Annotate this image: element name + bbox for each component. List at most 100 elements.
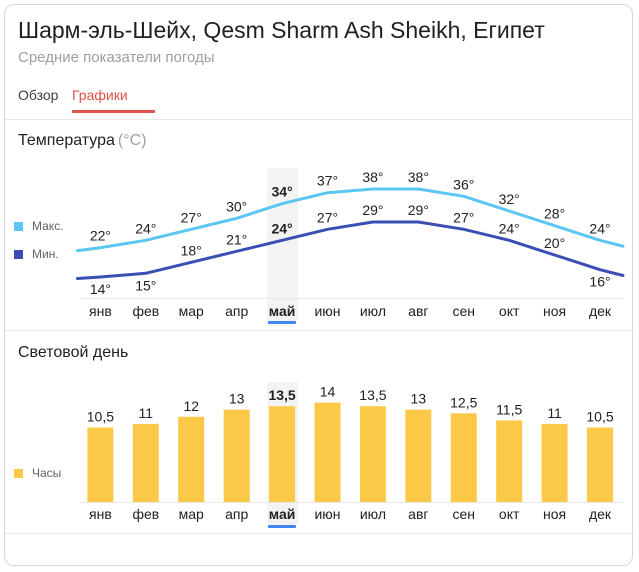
value-label: 27° — [317, 209, 338, 225]
value-label: 34° — [271, 184, 292, 200]
temperature-title-text: Температура — [18, 132, 115, 149]
month-label[interactable]: июл — [359, 506, 386, 522]
daylight-bar — [178, 416, 205, 502]
month-label[interactable]: окт — [498, 303, 520, 319]
value-label: 14° — [90, 281, 111, 297]
daylight-bar — [269, 406, 296, 502]
temperature-section-title: Температура (°C) — [18, 132, 147, 150]
value-label: 29° — [362, 202, 383, 218]
legend-min: Мин. — [14, 247, 59, 261]
value-label: 11 — [547, 405, 562, 421]
value-label: 15° — [135, 277, 156, 293]
legend-max: Макс. — [14, 219, 64, 233]
value-label: 27° — [453, 209, 474, 225]
page-title: Шарм-эль-Шейх, Qesm Sharm Ash Sheikh, Ег… — [18, 17, 545, 43]
value-label: 37° — [317, 173, 338, 189]
min-series-swatch — [14, 249, 23, 259]
daylight-bar — [496, 420, 523, 502]
month-label[interactable]: фев — [132, 303, 160, 319]
min-temperature-line — [76, 220, 625, 280]
month-label[interactable]: сен — [452, 506, 476, 522]
section-divider — [5, 330, 634, 331]
daylight-bar — [87, 427, 114, 502]
month-label[interactable]: мар — [178, 303, 204, 319]
value-label: 13,5 — [268, 387, 295, 403]
daylight-bar — [359, 406, 386, 502]
hours-series-swatch — [14, 468, 23, 478]
month-label[interactable]: мар — [178, 506, 204, 522]
selected-month-indicator-daylight — [268, 525, 297, 528]
value-label: 27° — [181, 209, 202, 225]
temperature-chart: 22° 24° 27° 30° 34° 37° 38° 38° 36° 32° 28° 24° 14° 1… — [76, 169, 625, 299]
month-label[interactable]: май — [268, 303, 296, 319]
daylight-title-text: Световой день — [18, 344, 129, 361]
month-label[interactable]: авг — [408, 506, 429, 522]
value-label: 38° — [362, 169, 383, 185]
daylight-bar — [541, 423, 568, 502]
daylight-bar — [587, 427, 613, 502]
value-label: 18° — [181, 242, 202, 258]
month-label[interactable]: дек — [588, 303, 612, 319]
value-label: 14 — [320, 384, 336, 400]
value-label: 21° — [226, 231, 247, 247]
tab-overview[interactable]: Обзор — [18, 87, 59, 103]
max-legend-label: Макс. — [32, 219, 64, 233]
value-label: 36° — [453, 176, 474, 192]
value-label: 24° — [135, 220, 156, 236]
value-label: 10,5 — [87, 409, 114, 425]
header-divider — [5, 119, 634, 120]
month-label[interactable]: апр — [225, 303, 249, 319]
month-label[interactable]: ноя — [543, 506, 567, 522]
tab-charts[interactable]: Графики — [72, 87, 155, 113]
tab-charts-label: Графики — [72, 87, 128, 103]
daylight-bar — [314, 402, 341, 502]
month-label[interactable]: янв — [89, 303, 112, 319]
month-label[interactable]: июн — [314, 303, 341, 319]
daylight-bar — [223, 409, 250, 502]
month-label[interactable]: янв — [89, 506, 112, 522]
month-label[interactable]: сен — [452, 303, 476, 319]
value-label: 30° — [226, 198, 247, 214]
value-label: 24° — [271, 220, 292, 236]
selected-month-indicator-temperature — [268, 321, 297, 324]
daylight-bar — [450, 413, 477, 503]
value-label: 16° — [589, 274, 610, 290]
value-label: 32° — [499, 191, 520, 207]
value-label: 13 — [411, 391, 427, 407]
value-label: 38° — [408, 169, 429, 185]
footer-divider — [5, 533, 634, 534]
month-label[interactable]: дек — [588, 506, 612, 522]
value-label: 24° — [589, 220, 610, 236]
month-label[interactable]: окт — [498, 506, 520, 522]
value-label: 20° — [544, 235, 565, 251]
daylight-chart: 10,5 11 12 13 13,5 14 13,5 13 12,5 11,5 11 10,5 — [80, 384, 624, 503]
month-label[interactable]: ноя — [543, 303, 567, 319]
month-label[interactable]: июн — [314, 506, 341, 522]
value-label: 11 — [139, 405, 154, 421]
month-label[interactable]: авг — [408, 303, 429, 319]
daylight-bar — [132, 423, 159, 502]
month-label[interactable]: фев — [132, 506, 160, 522]
value-label: 22° — [90, 228, 111, 244]
daylight-bar — [405, 409, 432, 502]
value-label: 28° — [544, 206, 565, 222]
month-label[interactable]: май — [268, 506, 296, 522]
hours-legend-label: Часы — [32, 466, 62, 480]
month-label[interactable]: апр — [225, 506, 249, 522]
legend-hours: Часы — [14, 466, 61, 480]
value-label: 10,5 — [586, 409, 613, 425]
page-subtitle: Средние показатели погоды — [18, 49, 215, 66]
value-label: 24° — [499, 220, 520, 236]
value-label: 29° — [408, 202, 429, 218]
month-label[interactable]: июл — [359, 303, 386, 319]
value-label: 13,5 — [359, 387, 386, 403]
value-label: 13 — [229, 391, 245, 407]
min-legend-label: Мин. — [32, 247, 59, 261]
selected-month-band-temperature — [266, 168, 298, 321]
value-label: 11,5 — [496, 401, 522, 417]
max-temperature-line — [76, 187, 625, 253]
daylight-section-title: Световой день — [18, 344, 128, 362]
max-series-swatch — [14, 221, 23, 231]
value-label: 12 — [183, 398, 199, 414]
